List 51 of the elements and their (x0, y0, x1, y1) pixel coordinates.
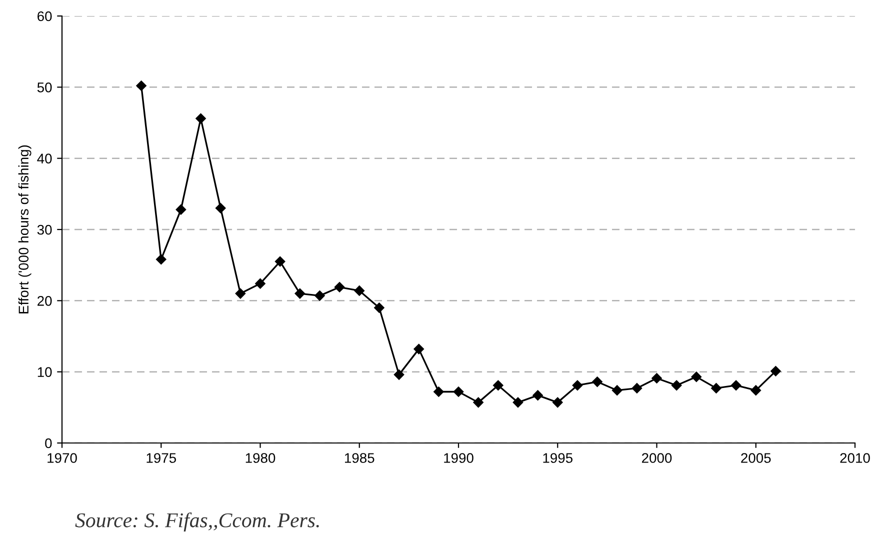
y-tick-label: 40 (37, 154, 52, 164)
point (770, 366, 781, 376)
point (334, 282, 345, 292)
y-tick-label: 30 (37, 224, 52, 235)
point (730, 380, 742, 390)
point (512, 397, 524, 408)
point (196, 113, 206, 124)
point (156, 254, 166, 265)
point (374, 302, 384, 313)
x-tick-label: 1990 (444, 453, 474, 463)
y-tick-label: 10 (38, 367, 52, 378)
source-note: Source: S. Fifas,,Ccom. Pers. (75, 512, 319, 532)
point (235, 288, 246, 299)
point (294, 288, 306, 299)
point (572, 380, 583, 390)
point (612, 385, 622, 396)
point (473, 397, 484, 408)
point (274, 256, 286, 267)
point (691, 372, 702, 382)
point (215, 203, 226, 214)
x-tick-label: 2005 (741, 453, 771, 463)
x-tick-label: 2010 (840, 453, 870, 463)
point (632, 383, 642, 394)
point (592, 376, 602, 387)
x-tick-label: 1970 (48, 453, 77, 463)
x-tick-label: 1975 (146, 453, 176, 463)
x-tick-label: 2000 (642, 453, 672, 463)
x-tick-label: 1980 (246, 453, 276, 463)
y-tick-label: 50 (37, 82, 52, 92)
point (652, 373, 662, 384)
point (493, 380, 504, 390)
point (434, 386, 444, 397)
y-axis-title: Effort ('000 hours of fishing) (18, 145, 32, 314)
point (711, 383, 722, 394)
y-tick-label: 60 (38, 11, 52, 22)
point (552, 397, 563, 408)
y-tick-label: 0 (45, 438, 52, 448)
point (136, 80, 146, 91)
point (394, 370, 404, 380)
point (750, 385, 761, 396)
point (453, 386, 464, 397)
point (532, 390, 543, 400)
point (671, 380, 682, 390)
point (255, 278, 266, 289)
point (414, 344, 424, 354)
x-tick-label: 1985 (344, 453, 374, 463)
point (176, 204, 186, 215)
point (354, 286, 364, 296)
point (314, 290, 325, 301)
y-tick-label: 20 (38, 296, 52, 306)
x-tick-label: 1995 (543, 453, 572, 463)
